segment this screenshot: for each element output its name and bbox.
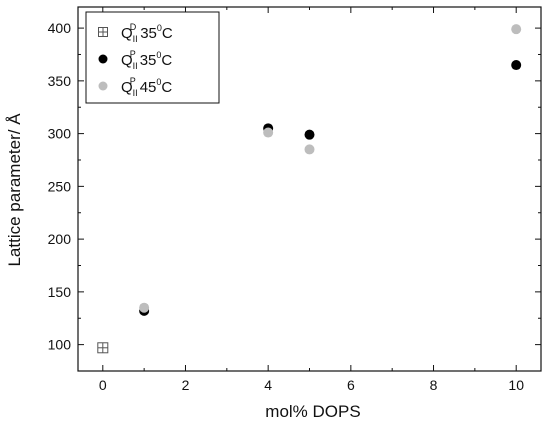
x-axis-label: mol% DOPS [265,402,360,421]
x-tick-label: 2 [182,377,190,393]
legend-unit: C [161,79,172,96]
legend-label-series-2: QII P 350C [121,49,172,71]
legend-label-series-1: QII D 350C [121,22,173,44]
legend-unit: C [161,52,172,69]
data-point-series-2 [511,60,522,71]
x-tick-label: 4 [264,377,272,393]
legend-marker-series-1 [98,27,108,37]
y-tick-label: 350 [48,73,72,89]
legend-unit: C [162,25,173,42]
legend-base: Q [121,79,133,96]
data-point-series-3 [304,144,315,155]
legend-sub: II [133,61,138,71]
legend-sub: II [133,88,138,98]
legend-sub: II [133,34,138,44]
legend-marker-series-3 [98,81,108,91]
data-point-series-1 [97,342,109,354]
legend-temp: 35 [140,25,157,42]
legend-sup: D [130,22,137,32]
y-tick-label: 400 [48,20,72,36]
data-point-series-2 [304,129,315,140]
x-tick-label: 6 [347,377,355,393]
legend-box [85,11,220,104]
data-point-series-3 [511,24,522,35]
y-axis-label: Lattice parameter/ Å [5,113,24,267]
y-tick-label: 300 [48,126,72,142]
y-tick-label: 250 [48,178,72,194]
y-tick-label: 200 [48,231,72,247]
legend-base: Q [121,25,133,42]
legend-sup: P [130,49,136,59]
x-tick-label: 8 [430,377,438,393]
legend-deg: 0 [157,23,162,33]
legend-marker-series-2 [98,54,108,64]
data-point-series-3 [139,302,150,313]
x-tick-label: 0 [99,377,107,393]
data-point-series-3 [263,127,274,138]
y-tick-label: 100 [48,337,72,353]
legend-deg: 0 [156,50,161,60]
legend-base: Q [121,52,133,69]
legend-temp: 45 [140,79,157,96]
legend-deg: 0 [156,77,161,87]
y-tick-label: 150 [48,284,72,300]
legend-label-series-3: QII P 450C [121,76,172,98]
x-tick-label: 10 [508,377,524,393]
legend-sup: P [130,76,136,86]
legend-temp: 35 [140,52,157,69]
